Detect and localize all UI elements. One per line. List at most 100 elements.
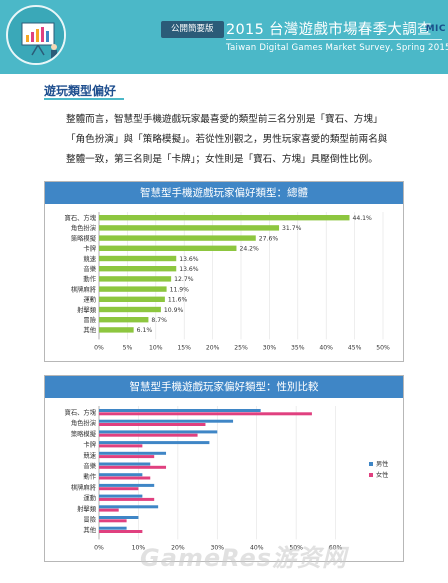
x-tick-label: 20% (171, 544, 185, 551)
bar (99, 519, 127, 523)
category-label: 卡牌 (83, 244, 96, 253)
bar (99, 462, 151, 466)
x-tick-label: 0% (94, 344, 104, 351)
bar (99, 306, 161, 313)
category-label: 運動 (83, 295, 96, 304)
watermark: GameRes游资网 (140, 544, 348, 572)
data-label: 8.7% (151, 317, 167, 324)
bar (99, 483, 155, 487)
bar (99, 317, 149, 323)
category-label: 寶石、方塊 (65, 213, 97, 222)
x-tick-label: 50% (289, 544, 303, 551)
bar (99, 266, 177, 272)
report-title: 2015 台灣遊戲市場春季大調查 (226, 22, 432, 38)
x-tick-label: 15% (177, 344, 191, 351)
category-label: 策略模擬 (71, 233, 97, 242)
bar (99, 494, 143, 498)
bar (99, 225, 280, 231)
mic-logo: MIC (425, 24, 446, 34)
bar (99, 276, 172, 282)
category-label: 競速 (83, 450, 96, 459)
bar (99, 505, 159, 509)
category-label: 動作 (83, 472, 96, 481)
category-label: 運動 (83, 493, 96, 502)
paragraph-line: 整體而言，智慧型手機遊戲玩家最喜愛的類型前三名分別是「寶石、方塊」 (66, 114, 383, 125)
data-label: 24.2% (239, 246, 259, 253)
bar (99, 419, 234, 423)
data-label: 11.6% (168, 297, 188, 304)
bar (99, 296, 165, 302)
x-tick-label: 30% (211, 544, 225, 551)
category-label: 寶石、方塊 (65, 408, 97, 417)
section-paragraph: 整體而言，智慧型手機遊戲玩家最喜愛的類型前三名分別是「寶石、方塊」 「角色扮演」… (66, 110, 416, 170)
category-label: 棋牌麻將 (71, 284, 97, 293)
bar (99, 255, 177, 262)
x-tick-label: 40% (319, 344, 333, 351)
category-label: 其他 (83, 525, 96, 534)
data-label: 44.1% (352, 215, 372, 222)
category-label: 棋牌麻將 (71, 482, 97, 491)
public-edition-badge: 公開簡要版 (161, 21, 224, 38)
category-label: 射擊類 (77, 504, 97, 513)
category-label: 競速 (83, 254, 96, 263)
legend-swatch (369, 462, 373, 466)
paragraph-line: 「角色扮演」與「策略模擬」。若從性別觀之，男性玩家喜愛的類型前兩名與 (66, 134, 388, 145)
category-label: 動作 (83, 274, 96, 283)
x-tick-label: 50% (376, 344, 390, 351)
bar (99, 245, 237, 251)
bar (99, 235, 256, 241)
gender-bar-chart-svg: 0% 10% 20% 30% 40% 50% 60% 寶石、方塊角色扮演策略模擬卡牌競速音樂動… (65, 406, 388, 551)
x-tick-label: 10% (149, 344, 163, 351)
bar (99, 444, 143, 448)
bar (99, 451, 167, 455)
bar (99, 433, 198, 437)
bar (99, 430, 218, 434)
x-tick-label: 5% (123, 344, 133, 351)
data-label: 11.9% (170, 286, 190, 293)
bar (99, 487, 139, 491)
x-tick-label: 30% (263, 344, 277, 351)
bar (99, 327, 134, 333)
data-label: 13.6% (179, 266, 199, 273)
overall-bar-chart-svg: 0% 5% 10% 15% 20% 25% 30% 35% 40% 45% 50% 寶石、方塊 44.1… (65, 212, 390, 351)
x-tick-label: 0% (94, 544, 104, 551)
legend-swatch (369, 473, 373, 477)
bar (99, 465, 167, 469)
category-label: 冒險 (83, 515, 96, 524)
bar (99, 508, 119, 512)
data-label: 31.7% (282, 225, 302, 232)
bar (99, 497, 155, 501)
legend-label: 女性 (376, 471, 388, 479)
category-label: 音樂 (83, 461, 96, 470)
category-label: 卡牌 (83, 440, 96, 449)
chart-presentation-icon (6, 5, 66, 65)
section-underline (44, 98, 124, 100)
paragraph-line: 整體一致，第三名則是「卡牌」；女性則是「寶石、方塊」具壓倒性比例。 (66, 154, 378, 165)
x-tick-label: 35% (291, 344, 305, 351)
bar (99, 526, 127, 530)
chart-title: 智慧型手機遊戲玩家偏好類型：性別比較 (45, 376, 403, 398)
bar (99, 286, 167, 292)
data-label: 10.9% (164, 307, 184, 314)
category-label: 射擊類 (77, 305, 97, 314)
page-header: 公開簡要版 2015 台灣遊戲市場春季大調查 Taiwan Digital Ga… (0, 0, 448, 74)
bar (99, 441, 210, 445)
chart-title: 智慧型手機遊戲玩家偏好類型：總體 (45, 182, 403, 204)
category-label: 策略模擬 (71, 429, 97, 438)
title-divider (226, 39, 442, 40)
category-label: 角色扮演 (71, 418, 96, 427)
legend-label: 男性 (376, 460, 388, 468)
bar (99, 530, 143, 533)
section-title: 遊玩類型偏好 (44, 84, 117, 98)
overall-preference-chart: 智慧型手機遊戲玩家偏好類型：總體 0% 5% 10% 15% 20% 25% 30% 35% 4… (44, 181, 404, 362)
x-tick-label: 25% (234, 344, 248, 351)
data-label: 27.6% (259, 235, 279, 242)
bar (99, 473, 143, 477)
bar (99, 476, 151, 480)
data-label: 12.7% (174, 276, 194, 283)
category-label: 角色扮演 (71, 223, 96, 232)
data-label: 13.6% (179, 256, 199, 263)
report-subtitle: Taiwan Digital Games Market Survey, Spri… (226, 43, 448, 53)
bar (99, 412, 312, 416)
